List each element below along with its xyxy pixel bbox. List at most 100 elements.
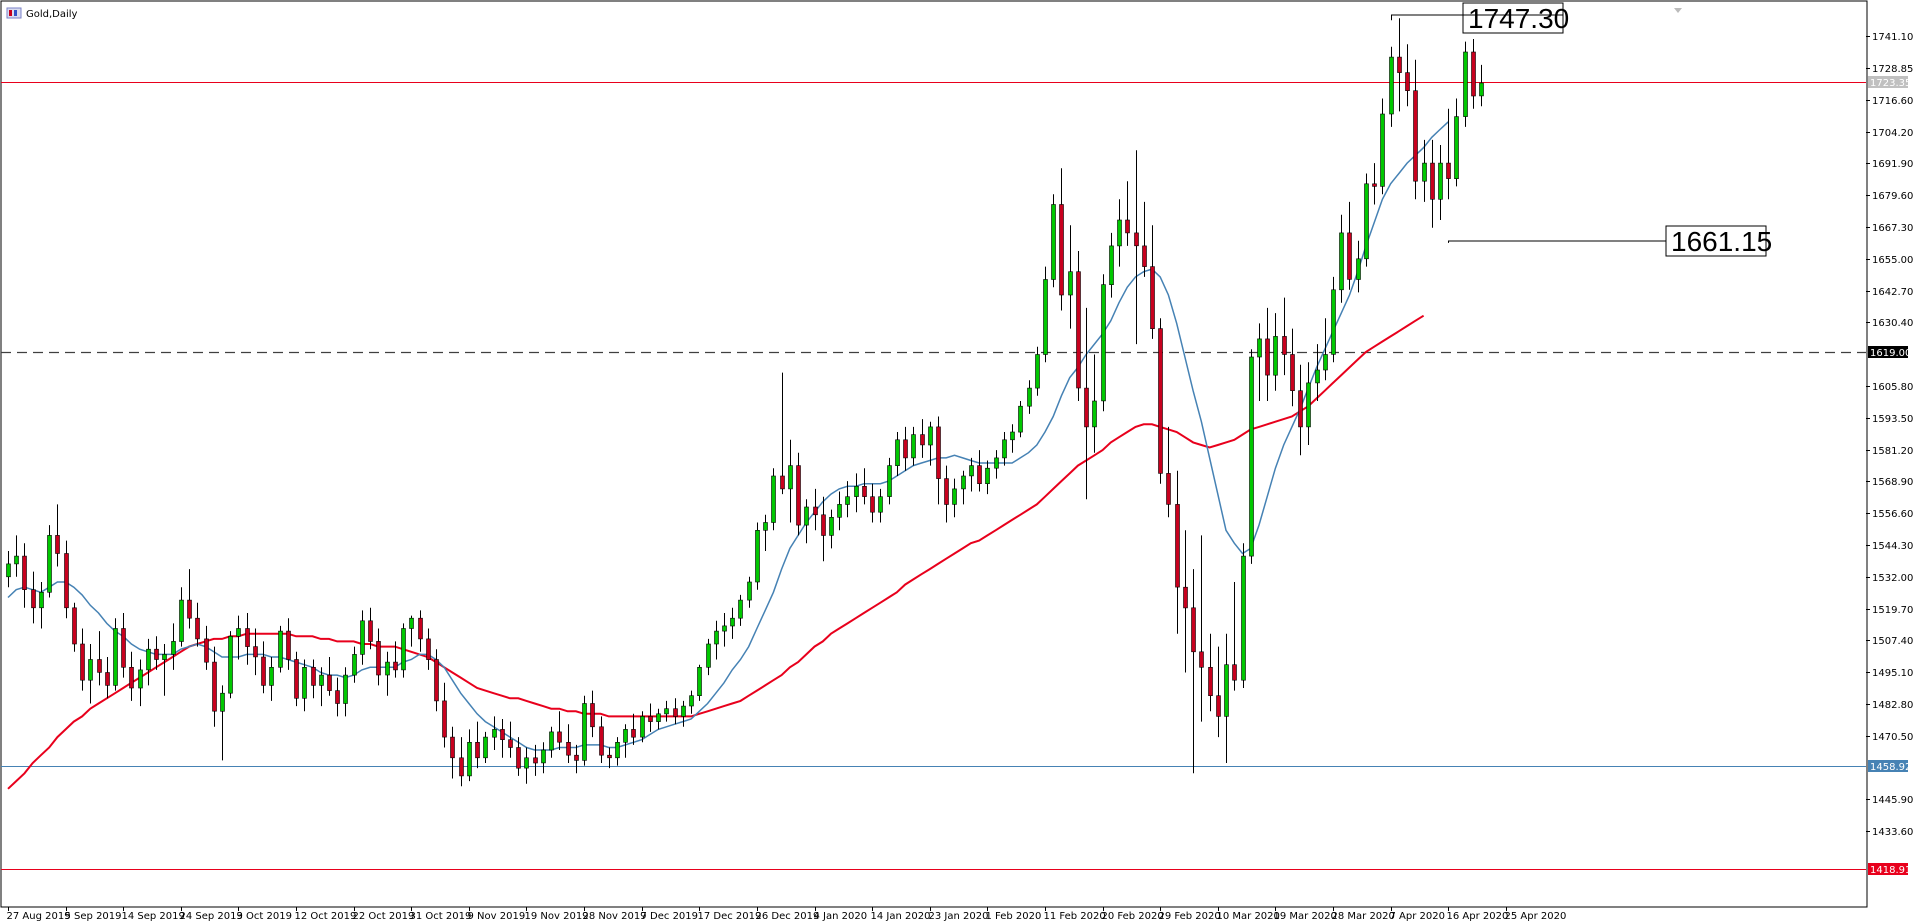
x-tick-label: 31 Oct 2019 [410, 911, 472, 922]
candle [187, 569, 192, 629]
candle [582, 695, 587, 766]
candle-body [179, 599, 184, 642]
y-tick-label: 1691.90 [1872, 159, 1913, 170]
candle [878, 488, 883, 523]
candle-body [961, 475, 966, 490]
candle [1208, 633, 1213, 712]
y-tick-label: 1507.40 [1872, 636, 1913, 647]
candle [1364, 173, 1369, 267]
candle [936, 416, 941, 505]
candle [1389, 46, 1394, 127]
candle [1068, 225, 1073, 329]
candle [1101, 274, 1106, 412]
y-tick-label: 1728.85 [1872, 64, 1913, 75]
candle-body [524, 757, 529, 769]
chart-shift-marker[interactable] [1674, 8, 1682, 13]
candle-body [1183, 586, 1188, 609]
candle-body [689, 695, 694, 707]
y-tick-label: 1519.70 [1872, 605, 1913, 616]
x-tick-label: 1 Feb 2020 [986, 911, 1042, 922]
candle-body [969, 465, 974, 477]
candle [418, 610, 423, 652]
candle [1010, 424, 1015, 453]
x-tick-label: 16 Apr 2020 [1447, 911, 1509, 922]
candle-body [1043, 279, 1048, 355]
candle [837, 491, 842, 531]
candle [352, 646, 357, 683]
x-tick-label: 14 Jan 2020 [871, 911, 931, 922]
candle [39, 582, 44, 629]
candle-body [14, 555, 19, 565]
candle [269, 657, 274, 701]
candle-body [343, 674, 348, 704]
candle [1241, 543, 1246, 688]
candle [179, 587, 184, 647]
candle [771, 468, 776, 531]
candle-body [1142, 245, 1147, 267]
candle [829, 509, 834, 549]
x-tick-label: 7 Dec 2019 [641, 911, 699, 922]
candle [434, 649, 439, 712]
candle-body [664, 708, 669, 715]
candle [1232, 582, 1237, 691]
candle [1224, 633, 1229, 763]
candle [920, 419, 925, 458]
candle-body [763, 522, 768, 531]
candle [236, 615, 241, 660]
high-callout-label: 1747.30 [1468, 3, 1569, 34]
x-tick-label: 20 Feb 2020 [1102, 911, 1164, 922]
candle [706, 638, 711, 676]
y-tick-label: 1544.30 [1872, 541, 1913, 552]
candle-body [1389, 56, 1394, 115]
candle [1109, 232, 1114, 298]
candle-body [656, 713, 661, 722]
candle-body [1010, 431, 1015, 441]
candle [1372, 163, 1377, 205]
candle-body [1150, 266, 1155, 330]
candle-body [878, 496, 883, 513]
price-badge [1868, 76, 1908, 88]
candle [1463, 41, 1468, 127]
candle-body [738, 599, 743, 619]
candle [1051, 194, 1056, 288]
candle [220, 685, 225, 761]
candle-body [228, 635, 233, 694]
candle [64, 540, 69, 619]
candle [1454, 98, 1459, 187]
candle-body [730, 617, 735, 627]
candle-body [870, 496, 875, 513]
candle [911, 426, 916, 466]
candle [961, 470, 966, 505]
x-tick-label: 29 Feb 2020 [1159, 911, 1221, 922]
x-tick-label: 22 Oct 2019 [353, 911, 415, 922]
candle-body [706, 643, 711, 668]
candle [1216, 646, 1221, 738]
candle [1257, 323, 1262, 401]
candle [1380, 98, 1385, 195]
candle [1117, 199, 1122, 267]
chart-icon-bar-2 [14, 10, 17, 16]
candle-body [138, 669, 143, 689]
y-tick-label: 1716.60 [1872, 96, 1913, 107]
candle-body [1323, 354, 1328, 371]
candle-body [714, 630, 719, 645]
candle-body [1175, 504, 1180, 588]
candle [804, 499, 809, 544]
candle-body [1199, 651, 1204, 668]
y-tick-label: 1470.50 [1872, 732, 1913, 743]
candle [903, 426, 908, 471]
candle-body [475, 741, 480, 759]
candle [228, 631, 233, 699]
candle [738, 594, 743, 626]
candle-body [162, 654, 167, 660]
candle-body [631, 729, 636, 738]
candle [1183, 530, 1188, 673]
candle [195, 602, 200, 647]
candle-body [1027, 387, 1032, 407]
candle-body [1134, 232, 1139, 247]
y-tick-label: 1741.10 [1872, 32, 1913, 43]
candle [969, 457, 974, 492]
candle [1043, 266, 1048, 363]
